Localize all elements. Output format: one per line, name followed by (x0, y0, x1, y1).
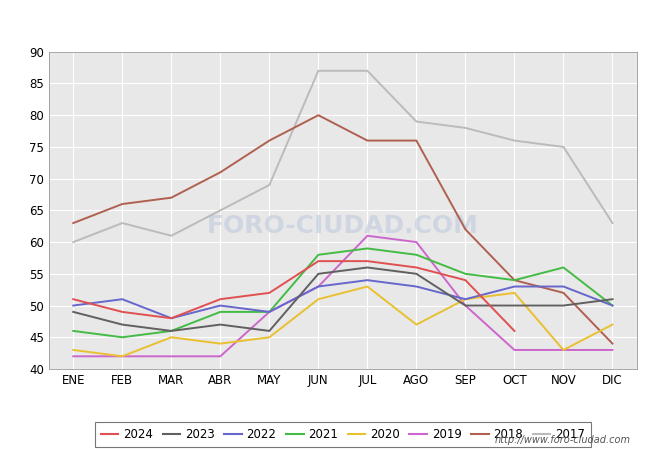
Text: http://www.foro-ciudad.com: http://www.foro-ciudad.com (495, 435, 630, 445)
Legend: 2024, 2023, 2022, 2021, 2020, 2019, 2018, 2017: 2024, 2023, 2022, 2021, 2020, 2019, 2018… (95, 423, 591, 447)
Text: Afiliados en Trabadelo a 30/9/2024: Afiliados en Trabadelo a 30/9/2024 (181, 14, 469, 33)
Text: FORO-CIUDAD.COM: FORO-CIUDAD.COM (207, 214, 479, 238)
